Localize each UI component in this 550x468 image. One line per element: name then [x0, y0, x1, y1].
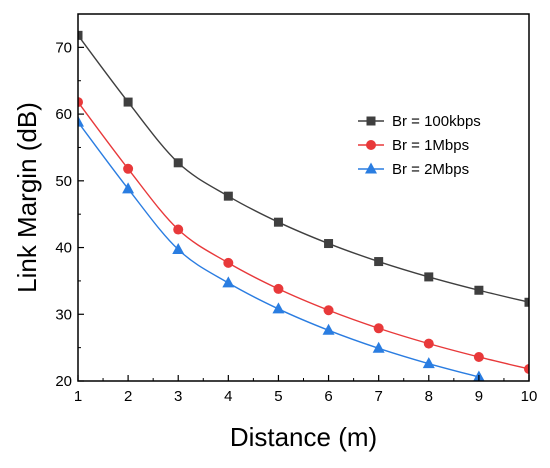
- series-line: [78, 101, 529, 370]
- data-point: [322, 323, 335, 335]
- data-point: [222, 276, 235, 288]
- series-layer: [78, 30, 529, 381]
- data-point: [78, 97, 83, 108]
- x-tick-label: 10: [521, 388, 538, 405]
- legend-marker: [365, 162, 377, 174]
- data-point: [473, 351, 484, 362]
- data-point: [223, 191, 233, 201]
- y-tick-label: 60: [55, 106, 72, 123]
- legend-item: Br = 1Mbps: [358, 137, 469, 154]
- data-point: [123, 97, 133, 107]
- data-point: [173, 158, 183, 168]
- data-point: [273, 217, 283, 227]
- x-tick-label: 3: [174, 388, 182, 405]
- data-point: [524, 363, 529, 374]
- data-point: [374, 257, 384, 267]
- y-tick-label: 20: [55, 373, 72, 390]
- data-point: [324, 239, 334, 249]
- x-tick-label: 8: [425, 388, 433, 405]
- series-1: [78, 30, 529, 307]
- y-tick-label: 40: [55, 240, 72, 257]
- legend-marker: [366, 116, 376, 126]
- data-point: [78, 30, 83, 40]
- x-tick-label: 1: [74, 388, 82, 405]
- data-point: [172, 243, 185, 255]
- series-3: [78, 115, 485, 381]
- series-2: [78, 97, 529, 374]
- data-point: [78, 115, 84, 127]
- legend-label: Br = 2Mbps: [392, 161, 469, 178]
- data-point: [273, 283, 284, 294]
- x-axis-title: Distance (m): [230, 422, 377, 452]
- legend-label: Br = 1Mbps: [392, 137, 469, 154]
- x-tick-label: 5: [274, 388, 282, 405]
- data-point: [423, 338, 434, 349]
- legend-marker: [366, 140, 376, 150]
- data-point: [372, 341, 385, 353]
- axis-ticks: 1 2 3 4 5 6 7 8 9 10 20 30 40 50 60 70: [55, 39, 537, 405]
- x-tick-label: 6: [324, 388, 332, 405]
- data-point: [122, 182, 135, 194]
- series-line: [78, 34, 529, 303]
- data-point: [373, 323, 384, 334]
- y-tick-label: 50: [55, 173, 72, 190]
- data-point: [272, 302, 285, 314]
- data-point: [524, 297, 529, 307]
- data-point: [323, 305, 334, 316]
- plot-frame: [77, 13, 530, 382]
- data-point: [422, 357, 435, 369]
- x-tick-label: 9: [475, 388, 483, 405]
- data-point: [424, 272, 434, 282]
- legend: Br = 100kbps Br = 1Mbps Br = 2Mbps: [358, 113, 481, 178]
- data-point: [223, 257, 234, 268]
- x-tick-label: 4: [224, 388, 232, 405]
- x-tick-label: 7: [374, 388, 382, 405]
- legend-item: Br = 100kbps: [358, 113, 481, 130]
- series-line: [78, 121, 480, 378]
- y-tick-label: 30: [55, 306, 72, 323]
- y-axis-title: Link Margin (dB): [12, 102, 42, 293]
- data-point: [173, 224, 184, 235]
- data-point: [474, 285, 484, 295]
- x-tick-label: 2: [124, 388, 132, 405]
- legend-item: Br = 2Mbps: [358, 161, 469, 178]
- data-point: [123, 163, 134, 174]
- legend-label: Br = 100kbps: [392, 113, 481, 130]
- y-tick-label: 70: [55, 39, 72, 56]
